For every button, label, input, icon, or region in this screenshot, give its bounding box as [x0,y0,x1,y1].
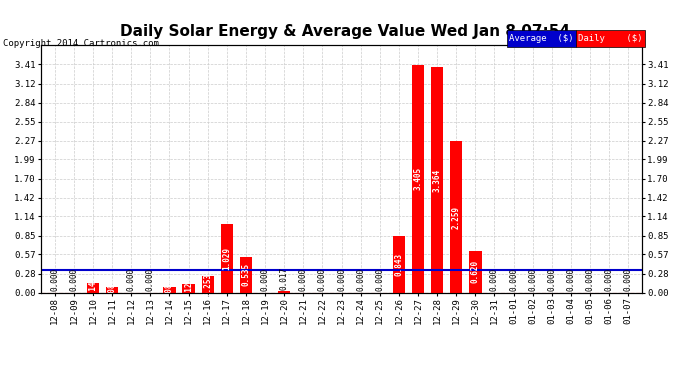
Bar [106,287,119,292]
Text: 2.259: 2.259 [452,206,461,228]
Text: 0.000: 0.000 [547,268,556,291]
Text: 0.000: 0.000 [337,268,346,291]
Bar [201,276,214,292]
Text: 0.000: 0.000 [299,268,308,291]
Text: Daily Solar Energy & Average Value Wed Jan 8 07:54: Daily Solar Energy & Average Value Wed J… [120,24,570,39]
Text: 3.405: 3.405 [413,167,422,190]
Text: 0.000: 0.000 [624,268,633,291]
Text: 1.029: 1.029 [222,246,231,270]
Bar [87,283,99,292]
Text: Average  ($): Average ($) [509,34,574,43]
Bar [431,68,444,292]
Text: Copyright 2014 Cartronics.com: Copyright 2014 Cartronics.com [3,39,159,48]
Text: 0.125: 0.125 [184,277,193,300]
Text: 0.253: 0.253 [204,273,213,296]
Text: 0.000: 0.000 [490,268,499,291]
Text: 0.081: 0.081 [108,278,117,302]
Bar [469,251,482,292]
Text: 0.000: 0.000 [604,268,613,291]
Text: 0.620: 0.620 [471,260,480,284]
Text: 0.535: 0.535 [241,263,250,286]
Bar [182,284,195,292]
Text: 0.000: 0.000 [586,268,595,291]
Text: 0.000: 0.000 [70,268,79,291]
Text: Daily    ($): Daily ($) [578,34,643,43]
Bar [393,236,405,292]
Text: 0.141: 0.141 [88,276,97,299]
Bar [221,224,233,292]
Text: 0.084: 0.084 [165,278,174,301]
Text: 0.000: 0.000 [566,268,575,291]
Bar [239,257,252,292]
Text: 0.000: 0.000 [356,268,365,291]
Text: 0.000: 0.000 [127,268,136,291]
Text: 0.000: 0.000 [261,268,270,291]
Bar [278,291,290,292]
Text: 0.000: 0.000 [146,268,155,291]
Bar [412,65,424,292]
Text: 0.000: 0.000 [375,268,384,291]
Text: 3.364: 3.364 [433,168,442,192]
Text: 0.000: 0.000 [50,268,59,291]
Bar [164,287,176,292]
Bar [450,141,462,292]
Text: 0.000: 0.000 [509,268,518,291]
Text: 0.000: 0.000 [529,268,538,291]
Text: 0.000: 0.000 [318,268,327,291]
Text: 0.843: 0.843 [395,253,404,276]
Text: 0.017: 0.017 [279,267,288,290]
